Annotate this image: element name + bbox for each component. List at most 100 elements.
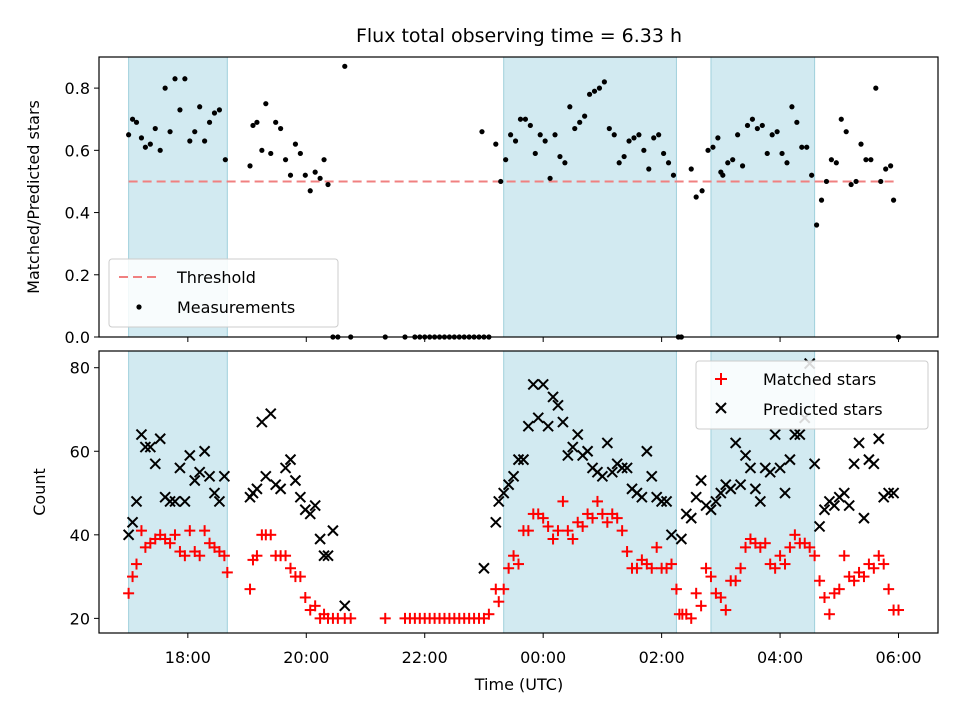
matched-star-point	[651, 541, 663, 553]
measurement-point	[596, 85, 603, 91]
predicted-star-point	[567, 441, 579, 453]
measurement-point	[292, 141, 299, 147]
legend-predicted-swatch	[715, 402, 727, 414]
measurement-point	[799, 144, 805, 150]
matched-star-point	[577, 520, 589, 532]
measurement-point	[582, 113, 588, 119]
matched-star-point	[774, 550, 786, 562]
predicted-star-point	[198, 445, 211, 457]
predicted-star-point	[179, 495, 191, 508]
predicted-star-point	[527, 378, 540, 391]
matched-star-point	[789, 529, 801, 541]
measurement-point	[720, 172, 726, 178]
measurement-point	[621, 153, 627, 160]
matched-star-point	[878, 558, 890, 570]
predicted-star-point	[887, 487, 900, 499]
top-panel: 0.00.20.40.60.8 Matched/Predicted stars …	[24, 56, 939, 347]
matched-star-point	[596, 508, 608, 520]
y-tick-label: 60	[70, 442, 90, 461]
matched-star-point	[184, 525, 196, 537]
x-tick-label: 06:00	[875, 648, 921, 667]
predicted-star-point	[537, 378, 549, 391]
predicted-star-point	[547, 391, 559, 403]
matched-star-point	[164, 537, 176, 549]
predicted-star-point	[294, 491, 307, 503]
predicted-star-point	[517, 453, 530, 466]
bottom-legend-box	[695, 360, 929, 430]
measurement-point	[641, 147, 647, 153]
predicted-star-point	[284, 453, 297, 466]
matched-star-point	[873, 550, 885, 562]
y-tick-label: 0.8	[65, 79, 90, 98]
measurement-point	[479, 129, 485, 135]
measurement-point	[660, 150, 667, 157]
predicted-star-point	[685, 512, 697, 524]
predicted-star-point	[690, 491, 702, 503]
predicted-star-point	[616, 462, 628, 474]
measurement-point	[813, 222, 820, 228]
measurement-point	[651, 135, 657, 141]
matched-star-point	[591, 495, 603, 507]
matched-star-point	[483, 608, 495, 620]
measurement-point	[254, 119, 260, 125]
measurement-point	[794, 119, 800, 125]
predicted-star-point	[193, 466, 206, 478]
measurement-point	[263, 101, 269, 107]
matched-star-point	[715, 591, 727, 603]
measurement-point	[626, 138, 632, 144]
measurement-point	[730, 157, 736, 163]
predicted-star-point	[265, 407, 277, 420]
x-tick-label: 00:00	[520, 648, 566, 667]
predicted-star-point	[818, 504, 831, 516]
predicted-star-point	[532, 412, 544, 424]
measurement-point	[804, 144, 810, 150]
y-tick-label: 0.4	[65, 204, 90, 223]
predicted-star-point	[309, 499, 321, 512]
measurement-point	[739, 163, 746, 169]
legend-matched-swatch	[715, 373, 727, 385]
x-tick-label: 04:00	[757, 648, 803, 667]
measurement-point	[606, 125, 612, 132]
measurement-point	[182, 76, 188, 82]
measurement-point	[838, 116, 844, 122]
predicted-star-point	[813, 520, 826, 533]
matched-star-point	[251, 550, 263, 562]
matched-star-point	[784, 541, 796, 553]
measurement-point	[567, 104, 573, 110]
predicted-star-point	[853, 437, 865, 449]
predicted-star-point	[858, 512, 870, 524]
measurement-point	[611, 132, 617, 138]
measurement-point	[138, 135, 145, 141]
measurement-point	[503, 157, 509, 163]
measurement-point	[888, 163, 894, 169]
predicted-star-point	[808, 458, 821, 470]
measurement-point	[142, 144, 148, 150]
measurement-point	[749, 116, 756, 122]
predicted-star-point	[169, 495, 181, 508]
matched-star-point	[547, 533, 559, 545]
predicted-star-point	[749, 483, 762, 495]
measurement-point	[250, 122, 256, 129]
measurement-point	[774, 129, 780, 135]
matched-star-point	[779, 558, 791, 570]
bottom-y-ticks: 20 40 60 80	[70, 359, 99, 628]
count-points	[122, 357, 905, 624]
observing-interval-2	[503, 350, 677, 634]
legend-matched-label: Matched stars	[763, 370, 876, 389]
measurement-point	[273, 119, 279, 125]
predicted-star-point	[621, 462, 633, 474]
predicted-star-point	[164, 495, 176, 508]
predicted-star-point	[641, 445, 653, 457]
predicted-star-point	[542, 420, 554, 432]
x-tick-label: 02:00	[639, 648, 685, 667]
measurement-point	[162, 85, 168, 91]
measurement-point	[282, 157, 289, 163]
measurement-point	[172, 76, 178, 82]
measurement-point	[868, 157, 874, 163]
measurement-point	[268, 150, 274, 157]
observing-interval-2	[503, 56, 677, 338]
observing-interval-3	[710, 56, 816, 338]
predicted-star-point	[710, 495, 722, 508]
measurement-point	[586, 91, 593, 97]
